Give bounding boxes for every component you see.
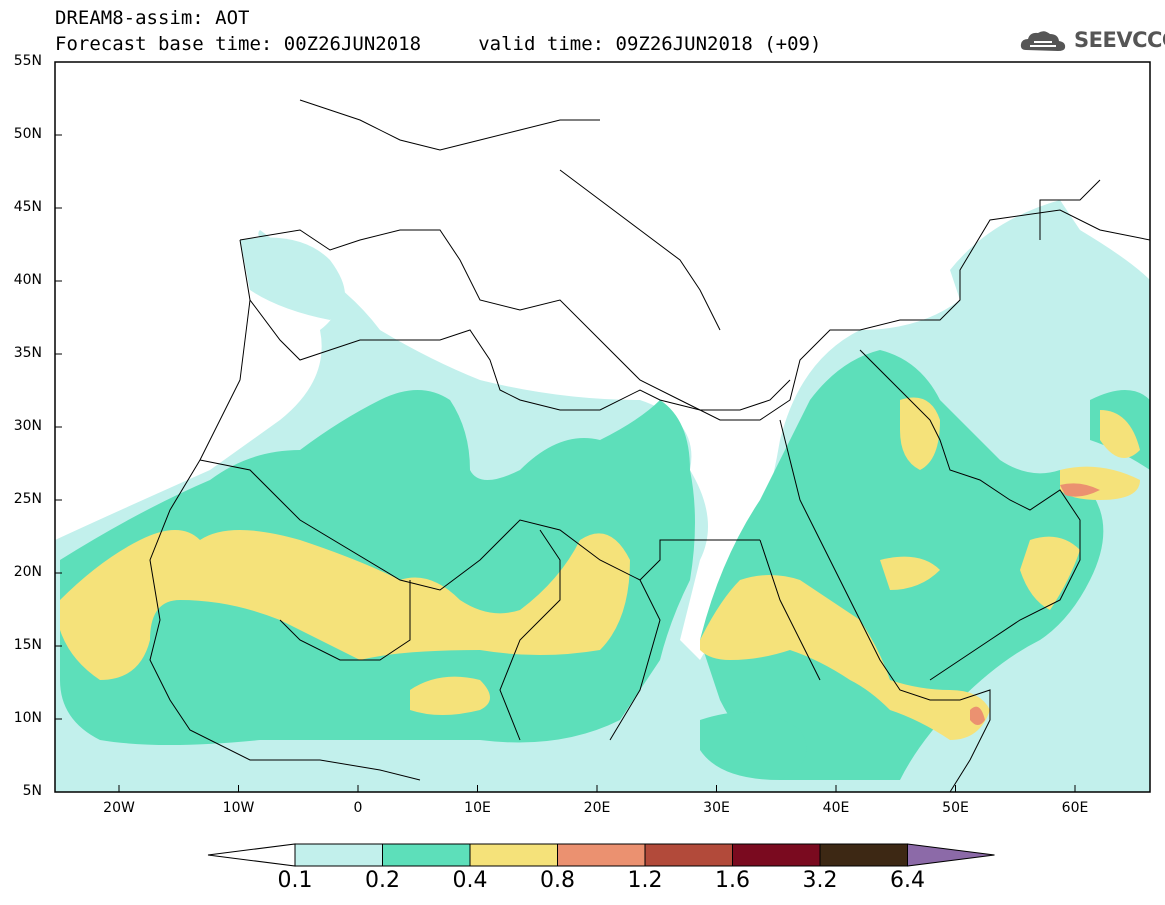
aot-field bbox=[55, 62, 1150, 792]
lat-label: 35N bbox=[13, 345, 42, 361]
colorbar-segment bbox=[382, 843, 471, 867]
colorbar-high-arrow bbox=[907, 843, 995, 867]
colorbar-level-label: 0.4 bbox=[452, 868, 488, 893]
colorbar-level-label: 1.6 bbox=[715, 868, 750, 893]
colorbar-level-label: 3.2 bbox=[802, 868, 838, 893]
lon-label: 20E bbox=[583, 800, 611, 816]
aot-level-0-2 bbox=[60, 390, 695, 745]
colorbar bbox=[207, 843, 995, 867]
lon-label: 20W bbox=[103, 800, 135, 816]
lat-label: 50N bbox=[13, 126, 42, 142]
aot-level-0-8 bbox=[1060, 483, 1100, 497]
lat-label: 15N bbox=[13, 637, 42, 653]
colorbar-segment bbox=[294, 843, 383, 867]
colorbar-level-label: 0.1 bbox=[277, 868, 313, 893]
lon-label: 60E bbox=[1061, 800, 1089, 816]
colorbar-level-label: 1.2 bbox=[627, 868, 663, 893]
colorbar-segment bbox=[557, 843, 646, 867]
colorbar-low-arrow bbox=[207, 843, 296, 867]
lon-label: 10E bbox=[464, 800, 491, 816]
coastlines bbox=[55, 62, 1150, 792]
lat-label: 40N bbox=[13, 272, 42, 288]
cloud-icon bbox=[1020, 31, 1066, 51]
lon-label: 0 bbox=[353, 800, 363, 816]
colorbar-level-label: 6.4 bbox=[890, 868, 925, 893]
seevccc-logo bbox=[1020, 31, 1066, 51]
colorbar-segment bbox=[732, 843, 821, 867]
lon-label: 50E bbox=[942, 800, 969, 816]
axis-ticks bbox=[55, 61, 1076, 793]
colorbar-level-label: 0.2 bbox=[365, 868, 400, 893]
lon-label: 40E bbox=[822, 800, 850, 816]
colorbar-segment bbox=[819, 843, 908, 867]
map-title: DREAM8-assim: AOT bbox=[55, 7, 250, 29]
lat-label: 10N bbox=[13, 710, 42, 726]
lat-label: 20N bbox=[13, 564, 42, 580]
colorbar-segment bbox=[469, 843, 558, 867]
forecast-time-line: Forecast base time: 00Z26JUN2018 valid t… bbox=[55, 33, 822, 55]
colorbar-segment bbox=[644, 843, 733, 867]
colorbar-level-label: 0.8 bbox=[540, 868, 575, 893]
lat-label: 5N bbox=[22, 783, 42, 799]
lon-label: 30E bbox=[703, 800, 730, 816]
lat-label: 55N bbox=[13, 53, 42, 69]
lon-label: 10W bbox=[222, 800, 255, 816]
aot-level-0-4 bbox=[60, 530, 630, 680]
lat-label: 25N bbox=[13, 491, 42, 507]
logo-text: SEEVCCC bbox=[1074, 28, 1165, 52]
lat-label: 30N bbox=[13, 418, 42, 434]
lat-label: 45N bbox=[13, 199, 42, 215]
